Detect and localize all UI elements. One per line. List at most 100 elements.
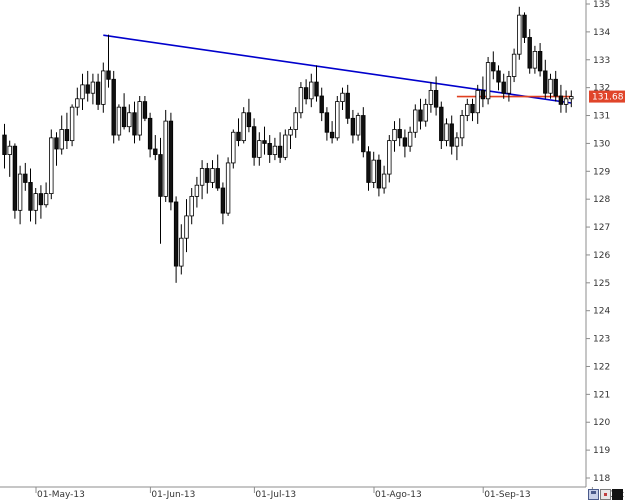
candle-body bbox=[470, 103, 475, 114]
candle-body bbox=[23, 173, 28, 183]
candle bbox=[85, 70, 90, 102]
candle-body bbox=[236, 131, 241, 142]
candle bbox=[329, 121, 335, 144]
candle bbox=[158, 137, 163, 244]
y-tick-label: 128 bbox=[593, 195, 610, 205]
candle-body bbox=[163, 120, 168, 197]
candle-body bbox=[543, 70, 548, 94]
candle bbox=[59, 115, 64, 155]
candle bbox=[444, 118, 449, 147]
candle bbox=[23, 162, 28, 191]
candle bbox=[361, 107, 366, 158]
last-price-tag: 131.68 bbox=[589, 90, 625, 103]
candle bbox=[407, 126, 413, 152]
y-tick-label: 133 bbox=[593, 56, 610, 66]
candle bbox=[184, 199, 189, 253]
y-tick-label: 132 bbox=[593, 84, 610, 94]
candle-body bbox=[69, 106, 75, 142]
y-tick-label: 120 bbox=[593, 418, 610, 428]
candle-body bbox=[361, 115, 366, 153]
candle-body bbox=[423, 103, 428, 122]
candle bbox=[163, 109, 168, 202]
candle-body bbox=[428, 90, 434, 105]
candle bbox=[7, 140, 12, 177]
candle bbox=[324, 107, 330, 141]
candle bbox=[54, 132, 59, 166]
x-tick-label: 01-Jun-13 bbox=[151, 490, 195, 500]
candle-body bbox=[272, 145, 278, 155]
candle bbox=[569, 90, 574, 108]
candle bbox=[28, 168, 33, 222]
candle bbox=[517, 6, 522, 60]
candle-body bbox=[142, 101, 148, 119]
candle bbox=[246, 98, 252, 133]
candle-body bbox=[257, 140, 262, 158]
price-tag-label: 131.68 bbox=[592, 93, 624, 103]
y-tick-label: 122 bbox=[593, 362, 610, 372]
candle bbox=[381, 165, 387, 194]
candle bbox=[428, 82, 434, 113]
candle bbox=[548, 73, 553, 99]
candle-body bbox=[475, 90, 480, 114]
settings-icon[interactable] bbox=[600, 489, 611, 500]
candle-body bbox=[303, 87, 309, 100]
candle-body bbox=[418, 109, 423, 122]
close-icon[interactable] bbox=[612, 489, 623, 500]
candle-body bbox=[553, 78, 558, 97]
candle bbox=[335, 96, 340, 141]
candle-body bbox=[329, 131, 335, 139]
candle bbox=[563, 90, 569, 113]
save-icon[interactable] bbox=[588, 489, 599, 500]
candle bbox=[80, 73, 85, 110]
x-tick-label: 01-Jul-13 bbox=[255, 490, 296, 500]
candle-body bbox=[277, 145, 283, 158]
candle bbox=[49, 129, 54, 200]
candle bbox=[75, 87, 80, 116]
candle bbox=[262, 126, 267, 155]
candle bbox=[298, 82, 304, 119]
candle-body bbox=[189, 195, 194, 217]
y-tick-label: 129 bbox=[593, 167, 610, 177]
candle-body bbox=[38, 193, 44, 206]
candle bbox=[397, 118, 402, 147]
candle bbox=[106, 34, 111, 88]
candle-body bbox=[480, 90, 486, 100]
candle bbox=[2, 123, 7, 169]
candle bbox=[137, 96, 142, 141]
candle-body bbox=[80, 84, 85, 100]
candle-body bbox=[85, 84, 90, 94]
candle bbox=[465, 98, 470, 122]
candle bbox=[210, 160, 215, 189]
candle-body bbox=[184, 215, 189, 239]
candle-body bbox=[397, 129, 402, 139]
candle-body bbox=[563, 98, 569, 105]
y-tick-label: 130 bbox=[593, 139, 610, 149]
candle bbox=[272, 137, 278, 161]
candle bbox=[449, 115, 454, 155]
candle bbox=[459, 109, 465, 147]
candle bbox=[69, 104, 75, 147]
candle-body bbox=[569, 96, 574, 100]
candle bbox=[470, 98, 475, 122]
candle-body bbox=[158, 154, 163, 197]
y-tick-label: 127 bbox=[593, 223, 610, 233]
candle-body bbox=[537, 51, 543, 72]
trendline-descending[interactable] bbox=[103, 34, 572, 104]
candle bbox=[350, 109, 356, 144]
candle-body bbox=[147, 117, 153, 150]
x-tick-label: 01-Sep-13 bbox=[484, 490, 530, 500]
candle bbox=[38, 185, 44, 219]
candle-body bbox=[517, 14, 522, 55]
candle-body bbox=[548, 78, 553, 94]
candle bbox=[153, 135, 158, 161]
candle bbox=[433, 76, 439, 116]
candle-body bbox=[522, 14, 527, 38]
candle-body bbox=[439, 106, 444, 142]
candle bbox=[537, 43, 543, 77]
price-tag-box bbox=[589, 90, 625, 103]
y-tick-label: 118 bbox=[593, 474, 610, 484]
candle-body bbox=[449, 123, 454, 147]
candle-body bbox=[210, 168, 215, 183]
candle bbox=[475, 84, 480, 124]
